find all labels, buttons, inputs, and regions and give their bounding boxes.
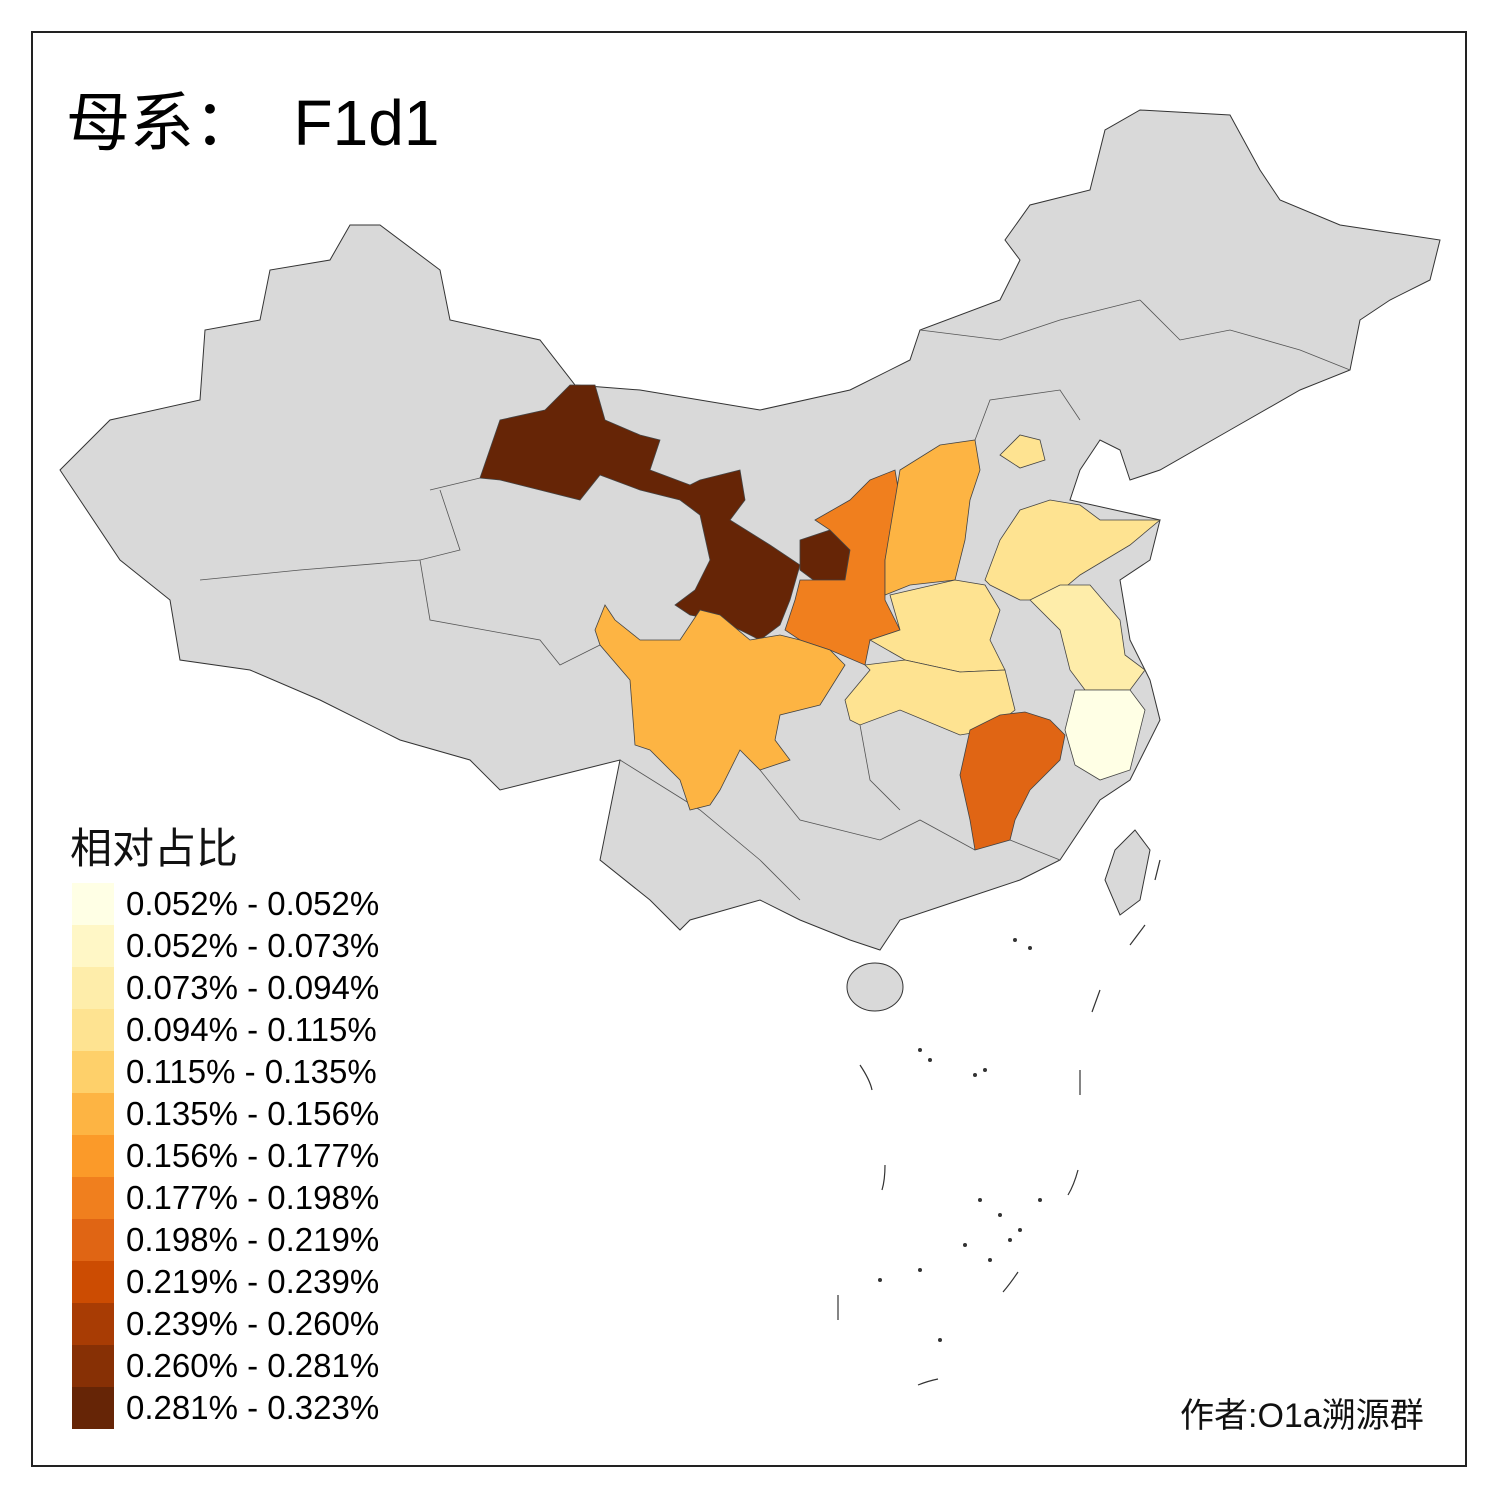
legend-label: 0.073% - 0.094% xyxy=(126,969,380,1006)
legend-item: 0.156% - 0.177% xyxy=(72,1135,379,1177)
legend-swatch xyxy=(72,967,114,1009)
province-jiangsu xyxy=(1029,584,1146,691)
legend-swatch xyxy=(72,1051,114,1093)
taiwan-island xyxy=(1104,829,1151,916)
island-dots xyxy=(878,938,1042,1342)
legend-swatch xyxy=(72,1261,114,1303)
map-title: 母系： F1d1 xyxy=(66,87,440,159)
legend-label: 0.052% - 0.073% xyxy=(126,927,380,964)
south-sea-islands xyxy=(837,859,1161,1386)
province-jiangxi xyxy=(959,711,1066,851)
author-credit: 作者:O1a溯源群 xyxy=(1180,1397,1424,1435)
colored-provinces xyxy=(479,384,1162,851)
province-zhejiang xyxy=(1064,689,1146,781)
internal-borders xyxy=(199,299,1351,901)
legend-label: 0.115% - 0.135% xyxy=(126,1053,377,1090)
province-beijing xyxy=(999,434,1046,469)
legend-item: 0.260% - 0.281% xyxy=(72,1345,379,1387)
legend-label: 0.052% - 0.052% xyxy=(126,885,380,922)
legend-item: 0.052% - 0.073% xyxy=(72,925,379,967)
plot-frame xyxy=(31,31,1467,1467)
legend-swatch xyxy=(72,925,114,967)
legend-item: 0.239% - 0.260% xyxy=(72,1303,379,1345)
legend-swatch xyxy=(72,1177,114,1219)
legend-item: 0.115% - 0.135% xyxy=(72,1051,379,1093)
legend-title: 相对占比 xyxy=(70,825,239,872)
legend-swatch xyxy=(72,1387,114,1429)
province-gansu xyxy=(479,384,801,641)
legend-label: 0.198% - 0.219% xyxy=(126,1221,380,1258)
legend-item: 0.198% - 0.219% xyxy=(72,1219,379,1261)
legend-swatch xyxy=(72,883,114,925)
legend-item: 0.135% - 0.156% xyxy=(72,1093,379,1135)
legend-label: 0.260% - 0.281% xyxy=(126,1347,380,1384)
legend-swatch xyxy=(72,1345,114,1387)
legend-label: 0.135% - 0.156% xyxy=(126,1095,380,1132)
legend-label: 0.219% - 0.239% xyxy=(126,1263,380,1300)
legend-item: 0.073% - 0.094% xyxy=(72,967,379,1009)
legend-label: 0.239% - 0.260% xyxy=(126,1305,380,1342)
legend-item: 0.281% - 0.323% xyxy=(72,1387,379,1429)
legend-item: 0.219% - 0.239% xyxy=(72,1261,379,1303)
legend-item: 0.052% - 0.052% xyxy=(72,883,379,925)
province-hubei xyxy=(844,659,1016,736)
legend-swatch xyxy=(72,1303,114,1345)
legend-swatch xyxy=(72,1009,114,1051)
province-shanxi xyxy=(884,439,981,596)
legend-label: 0.177% - 0.198% xyxy=(126,1179,380,1216)
legend-swatch xyxy=(72,1093,114,1135)
legend-swatch xyxy=(72,1219,114,1261)
legend-item: 0.094% - 0.115% xyxy=(72,1009,379,1051)
legend-item: 0.177% - 0.198% xyxy=(72,1177,379,1219)
legend-swatch xyxy=(72,1135,114,1177)
legend: 0.052% - 0.052% 0.052% - 0.073% 0.073% - 0… xyxy=(72,883,379,1429)
legend-label: 0.281% - 0.323% xyxy=(126,1389,380,1426)
legend-label: 0.094% - 0.115% xyxy=(126,1011,377,1048)
legend-label: 0.156% - 0.177% xyxy=(126,1137,380,1174)
province-shandong xyxy=(984,499,1162,601)
hainan-island xyxy=(846,962,904,1012)
province-sichuan xyxy=(594,604,846,811)
